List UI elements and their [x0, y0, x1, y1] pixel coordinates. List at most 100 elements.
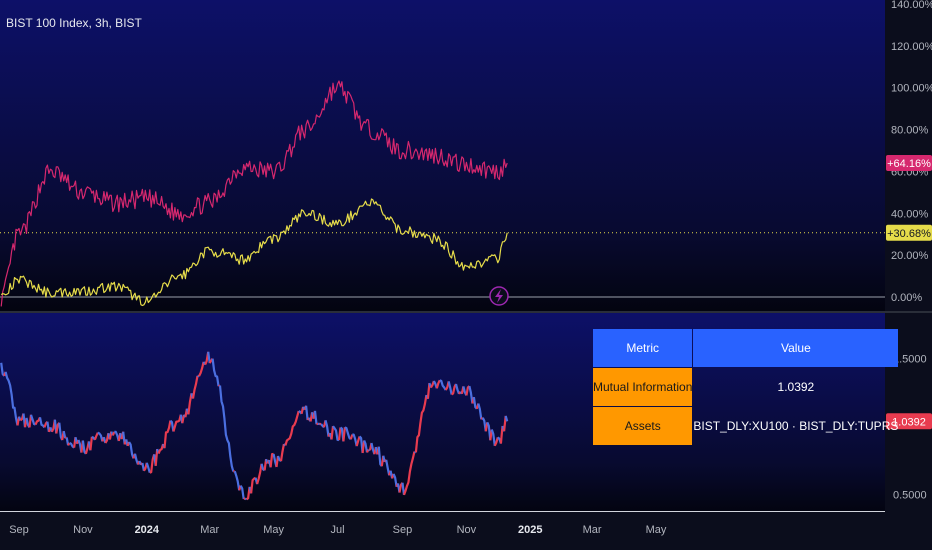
last-value-labels: +64.16% +30.68% 1.0392 — [886, 155, 932, 430]
table-header-metric: Metric — [593, 329, 693, 367]
mi-line-segment — [313, 410, 318, 425]
time-axis-tick-label: Mar — [583, 524, 602, 536]
mi-line-segment — [316, 422, 319, 426]
mi-line-segment — [477, 403, 483, 420]
mi-line-segment — [493, 437, 499, 447]
mi-line-segment — [4, 371, 19, 426]
mi-line-segment — [342, 427, 346, 442]
time-axis-tick-label: 2024 — [135, 524, 160, 536]
mi-line-segment — [330, 425, 335, 440]
mi-line-segment — [414, 394, 428, 453]
mi-line-segment — [447, 381, 453, 395]
mi-line-segment — [244, 497, 248, 501]
mi-line-segment — [269, 452, 274, 468]
time-axis-tick-label: Nov — [73, 524, 93, 536]
mi-line-segment — [89, 436, 93, 451]
mi-line-segment — [172, 414, 182, 432]
mi-line-segment — [486, 421, 492, 441]
time-axis-tick-label: May — [646, 524, 667, 536]
price-axis-tick-label: 80.00% — [891, 125, 929, 137]
chart-title: BIST 100 Index, 3h, BIST — [6, 16, 142, 30]
mi-line-segment — [187, 393, 193, 415]
table-value-assets: BIST_DLY:XU100 · BIST_DLY:TUPRS — [693, 419, 899, 433]
mi-line-segment — [349, 434, 354, 440]
mi-line-segment — [324, 420, 330, 437]
table-label-assets: Assets — [593, 407, 693, 445]
time-axis-tick-label: Sep — [393, 524, 413, 536]
mi-line-segment — [198, 361, 205, 377]
mi-line-segment — [239, 485, 245, 500]
mi-line-segment — [233, 470, 241, 491]
mi-line-segment — [243, 497, 246, 501]
mi-line-segment — [128, 441, 135, 459]
last-value-label-mi: 1.0392 — [886, 413, 932, 430]
time-axis-tick-label: 2025 — [518, 524, 542, 536]
mi-line-segment — [211, 358, 220, 387]
mi-line-segment — [468, 385, 474, 404]
price-pane[interactable] — [0, 80, 885, 307]
mi-line-segment — [499, 425, 504, 444]
svg-text:+64.16%: +64.16% — [887, 158, 931, 170]
mi-line-segment — [305, 405, 309, 421]
mutual-information-table: Metric Value Mutual Information 1.0392 A… — [592, 328, 899, 446]
time-axis-tick-label: May — [263, 524, 284, 536]
mi-line-segment — [284, 410, 300, 446]
mi-axis-tick-label: 1.5000 — [893, 354, 927, 366]
table-label-mutual-information: Mutual Information — [593, 368, 693, 406]
table-header-row: Metric Value — [593, 329, 899, 367]
axes: 140.00%120.00%100.00%80.00%60.00%40.00%2… — [9, 0, 932, 536]
mi-line-segment — [218, 385, 235, 472]
time-axis-tick-label: Sep — [9, 524, 29, 536]
mi-line-segment — [402, 451, 416, 496]
price-axis-tick-label: 100.00% — [891, 83, 932, 95]
mi-line-segment — [93, 432, 99, 441]
price-axis-tick-label: 20.00% — [891, 250, 929, 262]
mi-line-segment — [355, 436, 361, 447]
table-row: Assets BIST_DLY:XU100 · BIST_DLY:TUPRS — [593, 407, 898, 445]
price-axis-tick-label: 0.00% — [891, 292, 922, 304]
time-axis-background — [0, 512, 932, 550]
last-value-label-yellow: +30.68% — [886, 224, 932, 241]
time-axis-tick-label: Jul — [330, 524, 344, 536]
price-axis-tick-label: 140.00% — [891, 0, 932, 11]
svg-text:+30.68%: +30.68% — [887, 228, 931, 240]
series-line-yellow[interactable] — [0, 198, 508, 307]
mi-line-segment — [111, 431, 116, 436]
mi-line-segment — [435, 379, 441, 389]
mi-line-segment — [363, 440, 369, 453]
mi-line-segment — [344, 426, 352, 441]
table-row: Mutual Information 1.0392 — [593, 368, 898, 406]
mi-line-segment — [256, 463, 263, 485]
mi-line-segment — [29, 414, 36, 426]
mi-line-segment — [352, 433, 358, 447]
time-axis-tick-label: Nov — [457, 524, 477, 536]
series-line-pink[interactable] — [0, 80, 508, 307]
price-axis-tick-label: 40.00% — [891, 208, 929, 220]
price-axis-tick-label: 120.00% — [891, 41, 932, 53]
mi-line-segment — [163, 420, 172, 449]
mi-line-segment — [385, 459, 391, 476]
mi-line-segment — [279, 443, 285, 462]
mi-line-segment — [62, 430, 67, 439]
mi-line-segment — [145, 462, 151, 474]
mi-line-segment — [454, 383, 461, 395]
mi-line-segment — [439, 379, 447, 391]
mi-line-segment — [504, 415, 509, 422]
mi-line-segment — [366, 449, 370, 453]
svg-text:1.0392: 1.0392 — [892, 416, 926, 428]
table-header-value: Value — [693, 329, 899, 367]
mutual-information-pane[interactable] — [0, 351, 509, 501]
mi-line-segment — [490, 429, 496, 446]
lightning-icon[interactable] — [489, 286, 509, 306]
mi-line-segment — [67, 442, 71, 446]
mi-line-segment — [157, 443, 165, 455]
mi-line-segment — [392, 473, 398, 487]
mi-line-segment — [337, 427, 342, 441]
time-axis-tick-label: Mar — [200, 524, 219, 536]
mi-line-segment — [114, 430, 120, 442]
table-value-mutual-information: 1.0392 — [777, 380, 815, 394]
mi-line-segment — [207, 351, 211, 364]
last-value-label-pink: +64.16% — [886, 155, 932, 172]
mi-line-segment — [191, 375, 199, 399]
